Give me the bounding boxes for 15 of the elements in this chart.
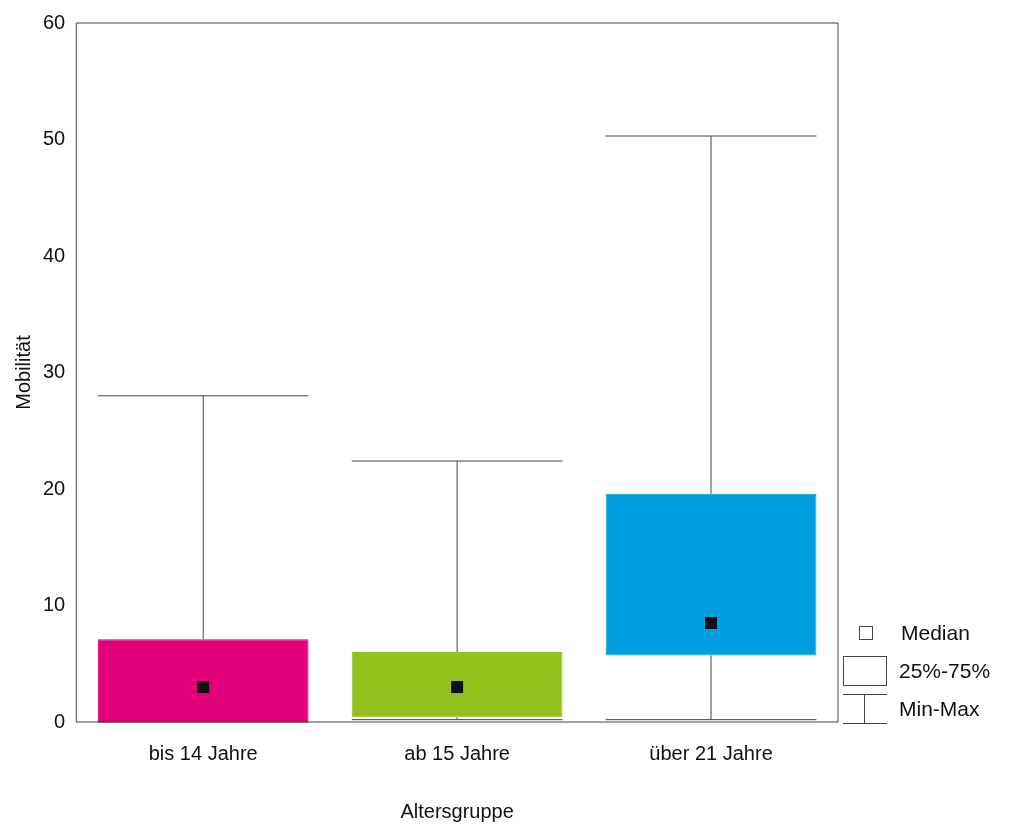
- x-tick-label: bis 14 Jahre: [148, 741, 258, 764]
- y-tick-label: 40: [43, 243, 66, 266]
- text: 25%-75%: [899, 659, 991, 683]
- y-tick-label: 0: [54, 709, 66, 732]
- y-tick-label: 20: [43, 476, 66, 499]
- text: Min-Max: [899, 697, 980, 721]
- y-tick-label: 50: [43, 127, 66, 150]
- y-tick-label: 30: [43, 360, 66, 383]
- y-tick-label: 60: [43, 10, 66, 33]
- text: Median: [901, 621, 970, 645]
- y-tick-label: 10: [43, 593, 66, 616]
- y-axis-title: Mobilität: [11, 334, 34, 410]
- x-tick-label: über 21 Jahre: [649, 741, 773, 764]
- x-tick-label: ab 15 Jahre: [404, 741, 510, 764]
- x-axis-title: Altersgruppe: [400, 799, 514, 822]
